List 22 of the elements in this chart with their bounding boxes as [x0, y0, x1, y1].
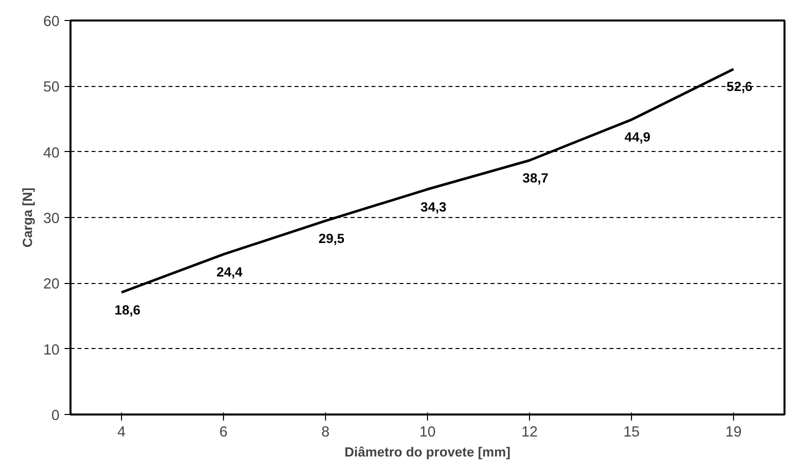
data-label: 44,9 [624, 130, 650, 145]
data-label: 34,3 [420, 199, 446, 214]
y-tick-label: 10 [43, 342, 60, 358]
y-tick-label: 50 [43, 80, 60, 96]
x-tick-label: 15 [623, 424, 640, 440]
data-label: 18,6 [114, 302, 140, 318]
x-tick-label: 8 [321, 424, 330, 440]
x-tick-label: 10 [419, 424, 436, 440]
y-tick-label: 40 [43, 145, 60, 162]
data-label: 38,7 [522, 170, 548, 186]
x-tick-label: 6 [219, 424, 228, 440]
y-tick-label: 60 [43, 14, 60, 30]
x-tick-label: 19 [725, 424, 742, 440]
y-tick-label: 20 [43, 276, 60, 293]
x-axis-title: Diâmetro do provete [mm] [344, 444, 510, 460]
y-axis-title: Carga [N] [20, 188, 36, 248]
data-label: 29,5 [318, 230, 346, 246]
data-label: 24,4 [216, 264, 244, 280]
y-tick-label: 30 [43, 211, 60, 227]
x-tick-label: 4 [117, 424, 126, 440]
x-tick-label: 12 [521, 424, 538, 440]
y-tick-label: 0 [51, 408, 60, 424]
